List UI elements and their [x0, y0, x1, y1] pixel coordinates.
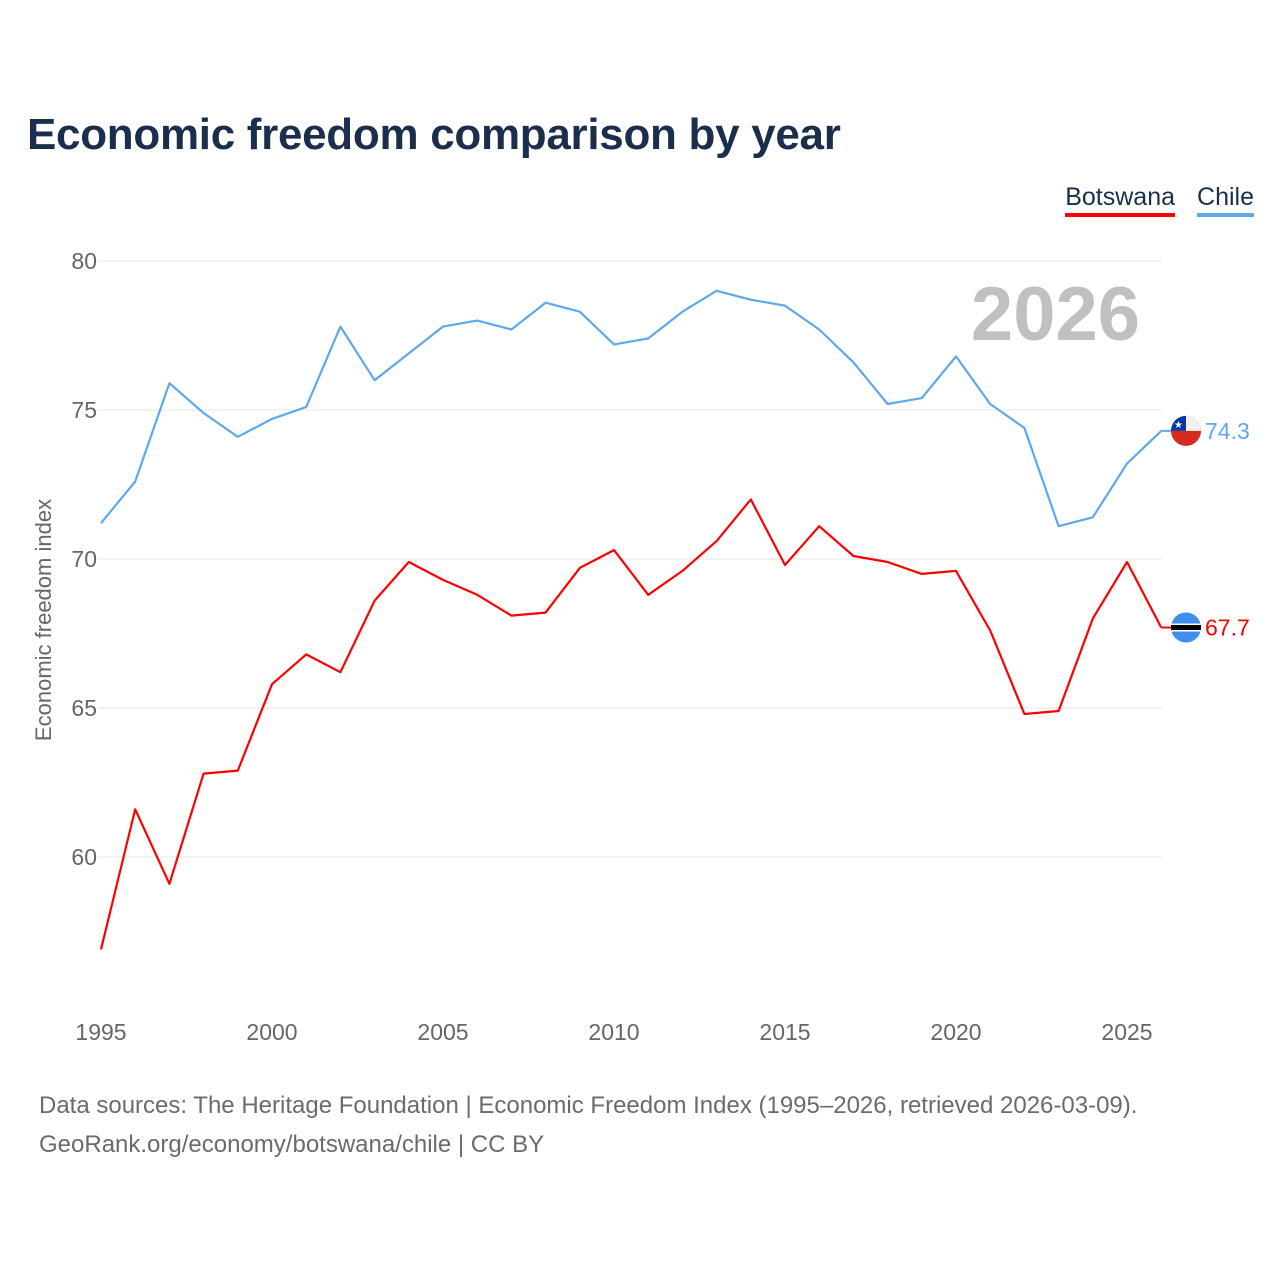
legend: Botswana Chile — [1065, 183, 1254, 217]
flag-star: ★ — [1174, 420, 1183, 431]
x-tick-label: 1995 — [75, 1019, 126, 1045]
legend-item-botswana[interactable]: Botswana — [1065, 183, 1176, 217]
series-line-botswana — [99, 498, 1163, 950]
source-line-2: GeoRank.org/economy/botswana/chile | CC … — [39, 1131, 545, 1158]
end-value-label-chile: 74.3 — [1205, 418, 1250, 444]
flag-black — [1171, 625, 1201, 631]
botswana-flag-icon — [1171, 612, 1201, 643]
chart-title: Economic freedom comparison by year — [27, 110, 841, 159]
source-line-1: Data sources: The Heritage Foundation | … — [39, 1092, 1138, 1119]
legend-item-chile[interactable]: Chile — [1197, 183, 1254, 217]
end-value-label-botswana: 67.7 — [1205, 615, 1250, 641]
x-tick-label: 2025 — [1101, 1019, 1152, 1045]
y-tick-label: 60 — [71, 844, 97, 870]
x-tick-label: 2015 — [759, 1019, 810, 1045]
y-tick-label: 80 — [71, 248, 97, 274]
x-tick-label: 2000 — [246, 1019, 297, 1045]
source-note: Data sources: The Heritage Foundation | … — [39, 1086, 1137, 1164]
year-label: 2026 — [971, 272, 1140, 357]
y-tick-label: 70 — [71, 546, 97, 572]
chile-flag-icon: ★ — [1171, 415, 1201, 446]
x-tick-label: 2020 — [930, 1019, 981, 1045]
series-line-chile — [100, 289, 1162, 528]
y-axis-label: Economic freedom index — [31, 499, 56, 741]
x-tick-label: 2010 — [588, 1019, 639, 1045]
flag-blue — [1171, 415, 1186, 431]
y-tick-label: 75 — [71, 397, 97, 423]
x-tick-label: 2005 — [417, 1019, 468, 1045]
y-tick-label: 65 — [71, 695, 97, 721]
